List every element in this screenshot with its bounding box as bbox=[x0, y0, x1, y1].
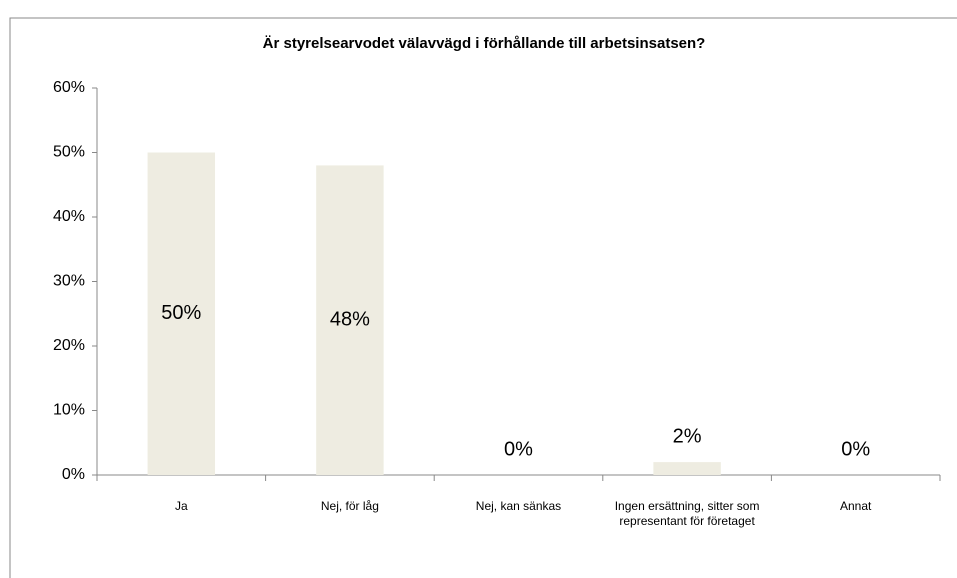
chart-title: Är styrelsearvodet välavvägd i förhållan… bbox=[263, 35, 706, 52]
y-tick-label: 40% bbox=[53, 208, 85, 225]
y-tick-label: 30% bbox=[53, 273, 85, 290]
value-label: 0% bbox=[504, 438, 533, 460]
x-tick-label: Nej, för låg bbox=[320, 499, 379, 513]
y-tick-label: 60% bbox=[53, 79, 85, 96]
value-label: 2% bbox=[673, 425, 702, 447]
bar bbox=[653, 462, 721, 475]
value-label: 48% bbox=[330, 308, 370, 330]
x-tick-label: Nej, kan sänkas bbox=[475, 499, 562, 513]
bar bbox=[316, 165, 384, 475]
y-tick-label: 0% bbox=[62, 466, 85, 483]
x-tick-label: Ingen ersättning, sitter som representan… bbox=[614, 499, 760, 528]
y-tick-label: 20% bbox=[53, 337, 85, 354]
value-label: 0% bbox=[841, 438, 870, 460]
bar bbox=[147, 152, 216, 475]
x-tick-label: Ja bbox=[174, 499, 188, 513]
value-label: 50% bbox=[161, 302, 201, 324]
x-tick-label: Annat bbox=[840, 499, 872, 513]
y-tick-label: 10% bbox=[53, 402, 85, 419]
chart-border bbox=[9, 17, 957, 578]
y-tick-label: 50% bbox=[53, 144, 85, 161]
